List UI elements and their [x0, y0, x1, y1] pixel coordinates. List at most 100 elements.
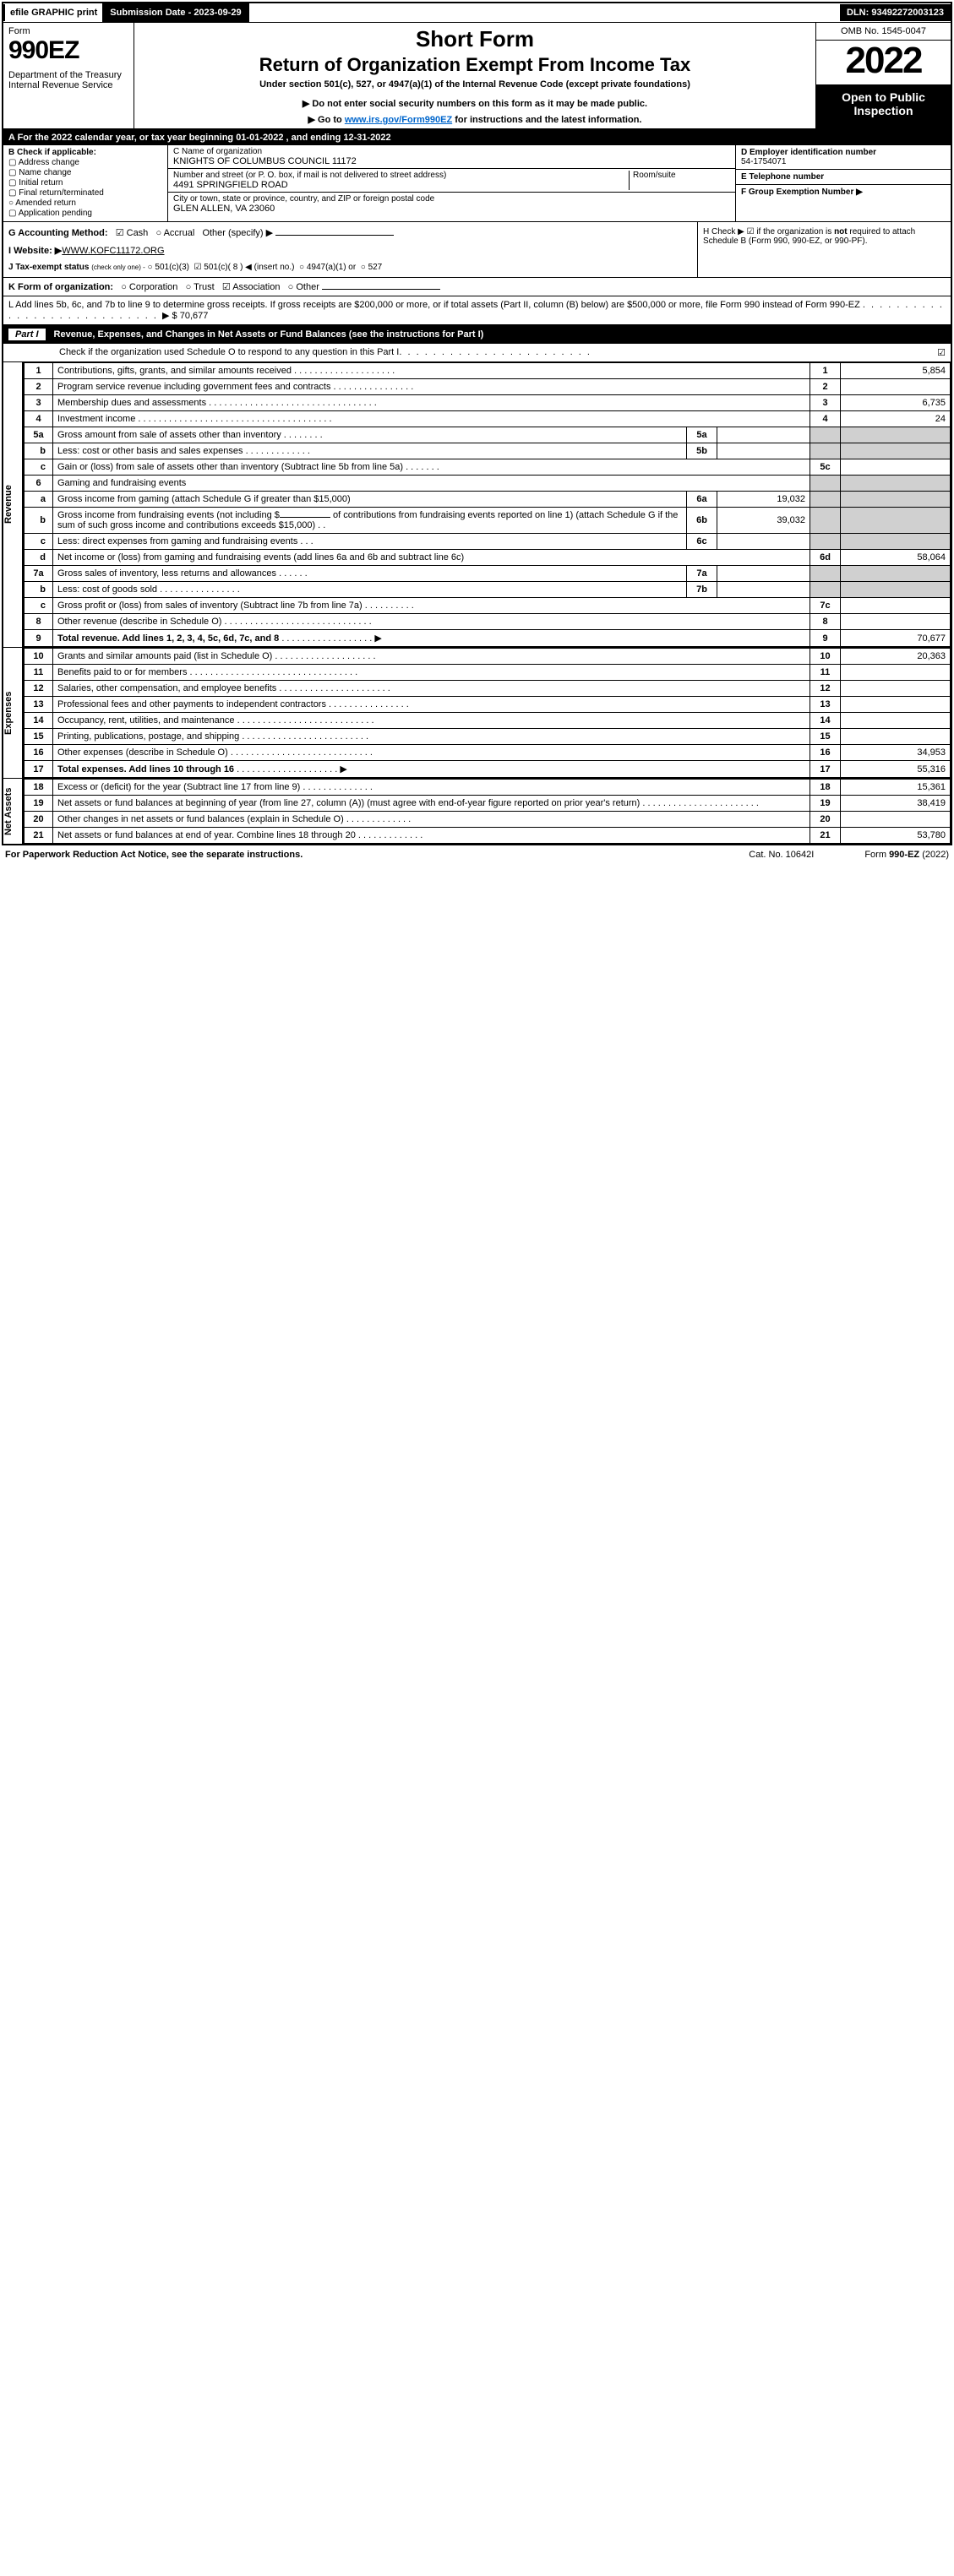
g-other-input[interactable] [275, 235, 394, 236]
form-container: efile GRAPHIC print Submission Date - 20… [2, 2, 952, 845]
part-i-header: Part I Revenue, Expenses, and Changes in… [3, 325, 951, 344]
i-label: I Website: ▶ [8, 246, 62, 256]
f-group: F Group Exemption Number ▶ [736, 185, 951, 221]
table-row: 12Salaries, other compensation, and empl… [25, 681, 951, 697]
cb-pending[interactable]: ▢ Application pending [8, 209, 162, 218]
check-box-icon[interactable]: ☑ [937, 347, 946, 358]
k-trust[interactable]: Trust [194, 282, 215, 292]
tax-year: 2022 [816, 41, 951, 85]
c-name-row: C Name of organization KNIGHTS OF COLUMB… [168, 145, 735, 169]
top-bar: efile GRAPHIC print Submission Date - 20… [3, 3, 951, 23]
room-suite: Room/suite [629, 171, 730, 190]
netassets-table: 18Excess or (deficit) for the year (Subt… [24, 779, 951, 844]
table-row: 10Grants and similar amounts paid (list … [25, 649, 951, 665]
table-row: 7aGross sales of inventory, less returns… [25, 566, 951, 582]
block-b-through-f: B Check if applicable: ▢ Address change … [3, 145, 951, 222]
table-row: cLess: direct expenses from gaming and f… [25, 534, 951, 550]
part-i-title: Revenue, Expenses, and Changes in Net As… [54, 329, 484, 340]
h-text1: H Check ▶ ☑ if the organization is [703, 227, 834, 236]
j-527[interactable]: 527 [368, 263, 383, 272]
c-street-label: Number and street (or P. O. box, if mail… [173, 171, 629, 180]
table-row: 14Occupancy, rent, utilities, and mainte… [25, 713, 951, 729]
line-l: L Add lines 5b, 6c, and 7b to line 9 to … [3, 296, 951, 325]
goto-line: ▶ Go to www.irs.gov/Form990EZ for instru… [143, 114, 807, 125]
table-row: 8Other revenue (describe in Schedule O) … [25, 614, 951, 630]
table-row: 13Professional fees and other payments t… [25, 697, 951, 713]
page-footer: For Paperwork Reduction Act Notice, see … [0, 847, 954, 862]
table-row: 4Investment income . . . . . . . . . . .… [25, 411, 951, 427]
table-row: 15Printing, publications, postage, and s… [25, 729, 951, 745]
netassets-section: Net Assets 18Excess or (deficit) for the… [3, 779, 951, 844]
c-city-label: City or town, state or province, country… [173, 194, 730, 204]
goto-pre: ▶ Go to [308, 115, 345, 125]
expenses-sidelabel: Expenses [3, 648, 24, 778]
ein-value: 54-1754071 [741, 157, 946, 166]
k-corp[interactable]: Corporation [129, 282, 177, 292]
revenue-table: 1Contributions, gifts, grants, and simil… [24, 362, 951, 647]
table-row: 2Program service revenue including gover… [25, 379, 951, 395]
table-row: 21Net assets or fund balances at end of … [25, 828, 951, 844]
table-row: 6Gaming and fundraising events [25, 476, 951, 492]
table-row: bLess: cost or other basis and sales exp… [25, 443, 951, 459]
goto-link[interactable]: www.irs.gov/Form990EZ [345, 115, 452, 125]
table-row: bGross income from fundraising events (n… [25, 508, 951, 534]
section-d-e-f: D Employer identification number 54-1754… [735, 145, 951, 221]
d-ein: D Employer identification number 54-1754… [736, 145, 951, 170]
g-cash[interactable]: Cash [127, 228, 149, 238]
c-city-row: City or town, state or province, country… [168, 193, 735, 215]
cb-name-change[interactable]: ▢ Name change [8, 168, 162, 177]
omb-number: OMB No. 1545-0047 [816, 23, 951, 41]
section-b: B Check if applicable: ▢ Address change … [3, 145, 168, 221]
line-i: I Website: ▶WWW.KOFC11172.ORG [8, 245, 692, 256]
k-label: K Form of organization: [8, 282, 113, 292]
expenses-table: 10Grants and similar amounts paid (list … [24, 648, 951, 778]
cb-address-change[interactable]: ▢ Address change [8, 158, 162, 167]
footer-formref: Form 990-EZ (2022) [864, 850, 949, 860]
k-assoc[interactable]: Association [232, 282, 280, 292]
org-city: GLEN ALLEN, VA 23060 [173, 204, 730, 214]
cb-final-return[interactable]: ▢ Final return/terminated [8, 188, 162, 198]
part-i-check: Check if the organization used Schedule … [3, 344, 951, 362]
revenue-section: Revenue 1Contributions, gifts, grants, a… [3, 362, 951, 648]
k-other-input[interactable] [322, 289, 440, 290]
efile-label[interactable]: efile GRAPHIC print [3, 4, 102, 21]
footer-notice: For Paperwork Reduction Act Notice, see … [5, 850, 749, 860]
line-a: A For the 2022 calendar year, or tax yea… [3, 130, 951, 145]
g-other[interactable]: Other (specify) ▶ [202, 228, 273, 238]
k-other[interactable]: Other [296, 282, 319, 292]
table-row: 17Total expenses. Add lines 10 through 1… [25, 761, 951, 778]
j-note: (check only one) - [91, 264, 145, 271]
org-street: 4491 SPRINGFIELD ROAD [173, 180, 629, 190]
b-title: B Check if applicable: [8, 148, 162, 157]
e-label: E Telephone number [741, 172, 946, 182]
title-short: Short Form [143, 26, 807, 52]
j-501c3[interactable]: 501(c)(3) [155, 263, 189, 272]
j-4947[interactable]: 4947(a)(1) or [307, 263, 356, 272]
website-value[interactable]: WWW.KOFC11172.ORG [62, 246, 164, 256]
goto-post: for instructions and the latest informat… [452, 115, 641, 125]
6b-amount-input[interactable] [280, 517, 330, 518]
section-c: C Name of organization KNIGHTS OF COLUMB… [168, 145, 735, 221]
cb-initial-return[interactable]: ▢ Initial return [8, 178, 162, 187]
j-501c[interactable]: 501(c)( 8 ) ◀ (insert no.) [204, 263, 294, 272]
department: Department of the Treasury Internal Reve… [8, 70, 128, 90]
header-left: Form 990EZ Department of the Treasury In… [3, 23, 134, 128]
line-k: K Form of organization: ○ Corporation ○ … [3, 278, 951, 296]
line-g: G Accounting Method: ☑ Cash ○ Accrual Ot… [8, 227, 692, 238]
g-accrual[interactable]: Accrual [164, 228, 195, 238]
j-label: J Tax-exempt status [8, 263, 89, 272]
table-row: dNet income or (loss) from gaming and fu… [25, 550, 951, 566]
dln-label: DLN: 93492272003123 [840, 4, 951, 21]
d-label: D Employer identification number [741, 148, 946, 157]
table-row: cGain or (loss) from sale of assets othe… [25, 459, 951, 476]
netassets-sidelabel: Net Assets [3, 779, 24, 844]
section-g-i-j: G Accounting Method: ☑ Cash ○ Accrual Ot… [3, 222, 697, 277]
cb-amended[interactable]: ○ Amended return [8, 198, 162, 208]
open-public: Open to Public Inspection [816, 85, 951, 128]
header-center: Short Form Return of Organization Exempt… [134, 23, 815, 128]
part-i-tag: Part I [8, 329, 46, 340]
table-row: 9Total revenue. Add lines 1, 2, 3, 4, 5c… [25, 630, 951, 647]
c-name-label: C Name of organization [173, 147, 730, 156]
submission-date: Submission Date - 2023-09-29 [102, 3, 248, 22]
form-number: 990EZ [8, 36, 128, 65]
